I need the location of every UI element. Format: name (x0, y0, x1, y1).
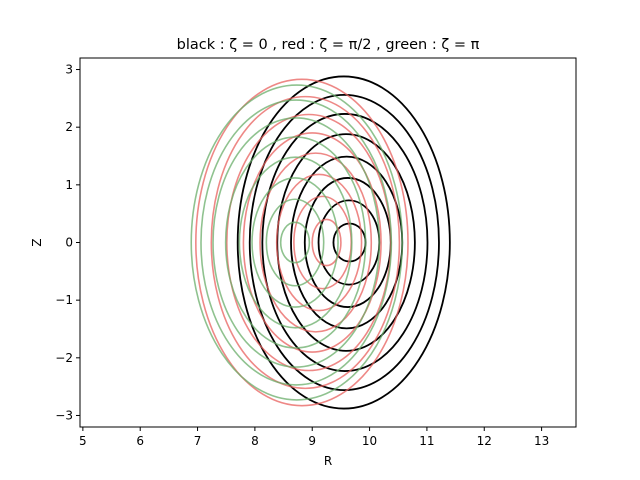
flux-surface-2-1 (265, 198, 325, 287)
flux-surface-0-5 (261, 113, 429, 372)
flux-surface-1-2 (275, 173, 363, 312)
flux-surface-2-4 (224, 136, 367, 349)
flux-surface-1-0 (311, 218, 342, 267)
y-axis-ticks: −3 −2 −1 0 1 2 3 (55, 63, 80, 422)
flux-surface-2-5 (212, 117, 381, 368)
flux-surface-1-6 (210, 95, 401, 390)
x-tick-label: 8 (251, 434, 259, 448)
y-tick-label: 3 (65, 63, 73, 77)
x-tick-label: 6 (136, 434, 144, 448)
x-axis-ticks: 5 6 7 8 9 10 11 12 13 (79, 427, 549, 448)
x-tick-label: 9 (308, 434, 316, 448)
flux-surface-1-3 (259, 152, 373, 333)
flux-surface-1-7 (195, 78, 409, 407)
x-axis-label: R (324, 454, 332, 468)
flux-surface-2-2 (251, 177, 339, 308)
y-tick-label: 1 (65, 178, 73, 192)
flux-surface-0-6 (248, 93, 440, 392)
y-tick-label: 0 (65, 236, 73, 250)
y-tick-label: −2 (55, 351, 73, 365)
flux-surface-2-6 (200, 99, 393, 386)
y-axis-label: Z (30, 238, 44, 246)
x-tick-label: 11 (419, 434, 434, 448)
flux-surface-2-3 (238, 156, 353, 329)
x-tick-label: 12 (477, 434, 492, 448)
y-tick-label: −3 (55, 408, 73, 422)
x-tick-label: 10 (362, 434, 377, 448)
flux-surface-0-7 (236, 75, 451, 410)
y-tick-label: 2 (65, 120, 73, 134)
x-tick-label: 13 (534, 434, 549, 448)
y-tick-label: −1 (55, 293, 73, 307)
flux-surface-1-4 (242, 132, 382, 353)
x-tick-label: 5 (79, 434, 87, 448)
flux-surface-2-7 (190, 84, 404, 401)
chart-title: black : ζ = 0 , red : ζ = π/2 , green : … (177, 37, 480, 53)
flux-surface-2-0 (279, 221, 311, 264)
series-2 (190, 84, 404, 401)
x-tick-label: 7 (194, 434, 202, 448)
plot-area (80, 58, 576, 427)
series-layer (190, 75, 451, 410)
